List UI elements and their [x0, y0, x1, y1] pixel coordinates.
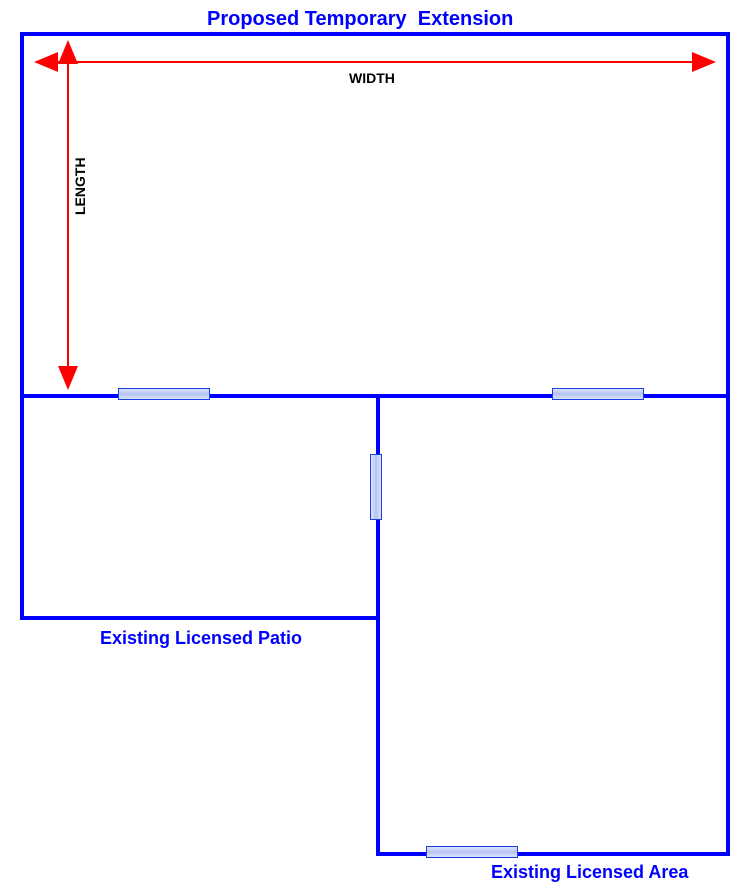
label-width: WIDTH: [349, 70, 395, 86]
dimension-arrows: [0, 0, 749, 889]
floorplan-stage: Proposed Temporary Extension Existing Li…: [0, 0, 749, 889]
label-length: LENGTH: [72, 157, 88, 215]
